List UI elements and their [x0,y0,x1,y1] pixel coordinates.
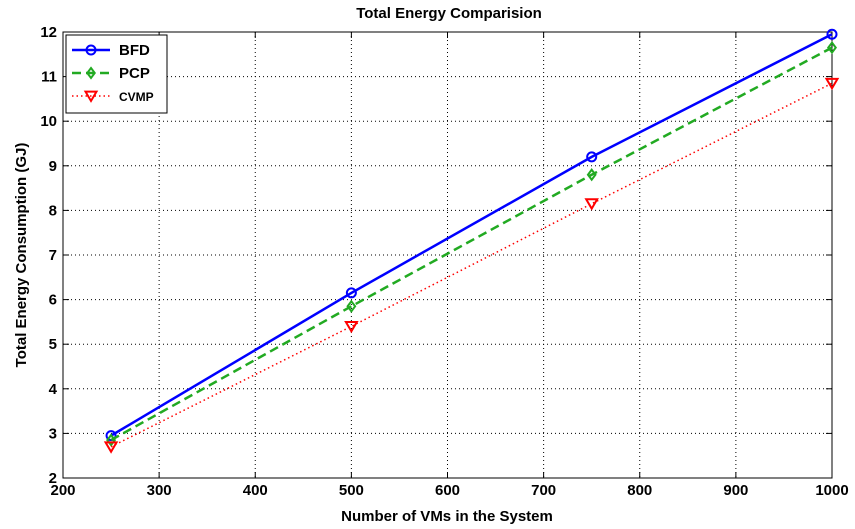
data-point-pcp [346,299,357,313]
legend-item-cvmp: CVMP [72,90,154,104]
data-point-cvmp [103,441,119,454]
data-point-bfd [105,430,117,442]
data-point-pcp [586,168,597,182]
x-axis-label: Number of VMs in the System [341,508,553,525]
legend-marker-bfd [85,44,97,56]
legend-label-cvmp: CVMP [119,90,154,104]
y-tick-label: 8 [49,202,57,219]
x-tick-label: 800 [627,482,652,499]
axis-ticks: 200 300 400 500 600 700 800 900 1000 2 3 4 5 6 7 8 9 10 11… [40,24,848,499]
data-point-pcp [827,40,837,55]
data-point-cvmp [584,198,599,211]
series-line-cvmp [110,82,833,448]
x-tick-label: 900 [723,482,748,499]
legend-label-pcp: PCP [119,65,150,82]
y-tick-label: 4 [49,381,58,398]
legend-marker-pcp [86,66,96,80]
y-tick-label: 7 [49,247,57,264]
data-point-bfd [586,151,598,163]
legend-item-pcp: PCP [72,65,150,82]
series-bfd [105,28,838,442]
x-tick-label: 500 [339,482,364,499]
legend-label-bfd: BFD [119,42,150,59]
data-point-pcp [106,433,117,447]
series-cvmp [103,77,840,454]
data-point-bfd [826,28,838,40]
y-tick-label: 9 [49,158,57,175]
series-line-pcp [110,46,833,442]
data-point-bfd [345,287,357,299]
data-point-cvmp [344,320,359,334]
y-tick-label: 11 [41,69,57,86]
legend: BFD PCP CVMP [65,34,168,114]
x-tick-label: 600 [435,482,460,499]
series-pcp [106,40,837,447]
x-tick-label: 1000 [815,482,848,499]
x-tick-label: 200 [50,482,75,499]
legend-marker-cvmp [83,90,99,103]
legend-box [65,34,168,114]
y-tick-label: 10 [40,113,57,130]
y-tick-label: 6 [49,292,57,309]
y-tick-label: 12 [40,24,57,41]
x-tick-label: 700 [531,482,556,499]
chart-title: Total Energy Comparision [356,5,542,22]
series-layer [103,28,840,454]
y-tick-label: 3 [49,425,57,442]
x-tick-label: 300 [147,482,172,499]
y-tick-label: 5 [49,336,57,353]
y-axis-label: Total Energy Consumption (GJ) [13,143,30,368]
series-line-bfd [110,33,833,437]
legend-item-bfd: BFD [72,42,150,59]
x-tick-label: 400 [243,482,268,499]
data-point-cvmp [824,77,840,91]
y-tick-label: 2 [49,470,57,487]
